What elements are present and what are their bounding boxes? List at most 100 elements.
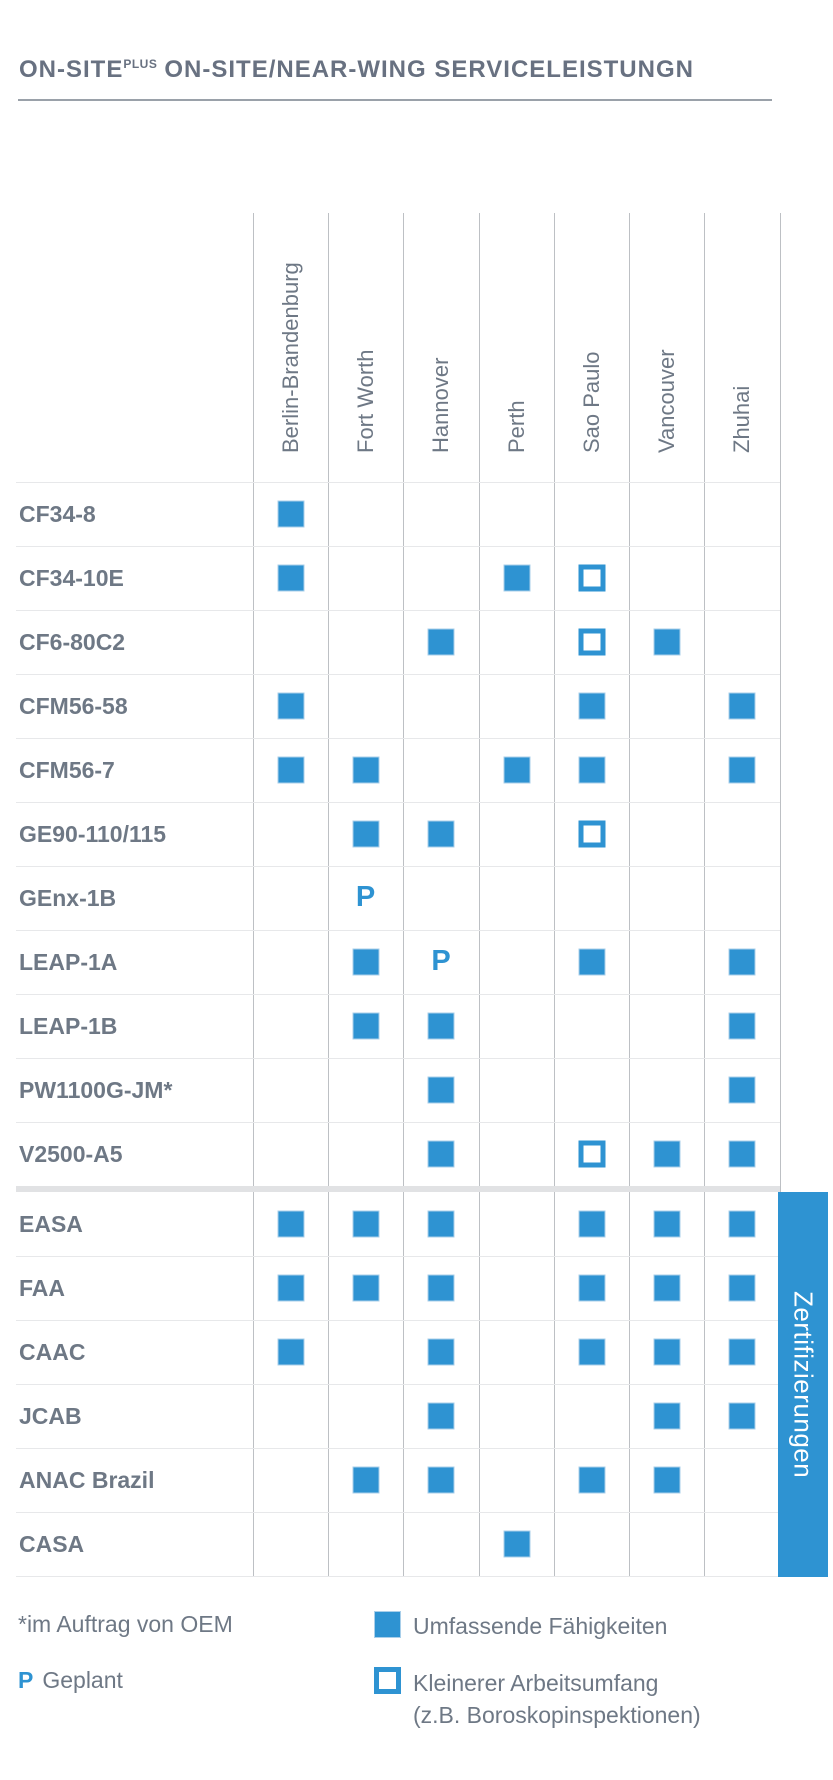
legend-outline-label-line1: Kleinerer Arbeitsumfang (413, 1670, 659, 1696)
cell-mark-filled (653, 1338, 680, 1366)
cell-mark-filled (427, 1210, 455, 1238)
grid-horizontal-line-7 (16, 930, 780, 931)
column-header-2: Hannover (428, 357, 453, 453)
cell-mark-filled (728, 692, 756, 720)
cell-mark-filled (578, 756, 605, 784)
cell-mark-filled (503, 564, 530, 592)
title-underline (18, 99, 772, 101)
cell-mark-filled (427, 1076, 455, 1104)
cell-mark-filled (352, 820, 379, 848)
grid-vertical-line-6 (704, 213, 705, 1577)
cell-mark-filled (503, 1530, 530, 1558)
cell-mark-filled (352, 1466, 379, 1494)
grid-vertical-line-4 (554, 213, 555, 1577)
cell-mark-filled (578, 1338, 605, 1366)
engine-row-label-0: CF34-8 (19, 501, 96, 527)
legend-filled-square-icon (374, 1611, 401, 1638)
cell-mark-planned: P (431, 944, 451, 977)
column-header-4: Sao Paulo (578, 351, 604, 453)
certification-row-label-0: EASA (19, 1211, 83, 1237)
grid-horizontal-line-6 (16, 866, 780, 867)
engine-row-label-2: CF6-80C2 (19, 629, 126, 655)
cell-mark-filled (728, 1274, 756, 1302)
engine-row-label-5: GE90-110/115 (19, 821, 167, 847)
certification-row-label-2: CAAC (19, 1339, 86, 1365)
cell-mark-filled (728, 1338, 756, 1366)
cell-mark-filled (728, 756, 756, 784)
cell-mark-filled (427, 1402, 455, 1430)
cell-mark-filled (653, 1140, 680, 1168)
cell-mark-filled (352, 1012, 379, 1040)
engine-row-label-7: LEAP-1A (19, 949, 118, 975)
engine-row-label-9: PW1100G-JM* (19, 1077, 173, 1103)
cell-mark-filled (728, 1076, 756, 1104)
legend-filled-label: Umfassende Fähigkeiten (413, 1613, 668, 1639)
legend-outline-square-icon (374, 1667, 401, 1694)
cell-mark-filled (427, 1274, 455, 1302)
grid-vertical-line-7 (780, 213, 781, 1577)
grid-horizontal-line-5 (16, 802, 780, 803)
grid-horizontal-line-2 (16, 610, 780, 611)
cell-mark-filled (653, 1466, 680, 1494)
cell-mark-filled (728, 948, 756, 976)
grid-horizontal-line-10 (16, 1122, 780, 1123)
cell-mark-filled (277, 1210, 304, 1238)
column-header-3: Perth (503, 400, 529, 453)
cell-mark-filled (427, 1012, 455, 1040)
cell-mark-filled (352, 756, 379, 784)
engine-row-label-8: LEAP-1B (19, 1013, 118, 1039)
grid-horizontal-line-15 (16, 1512, 780, 1513)
legend-planned: P Geplant (18, 1667, 123, 1694)
certification-row-label-5: CASA (19, 1531, 85, 1557)
cell-mark-filled (427, 1466, 455, 1494)
title-part2: ON-SITE/NEAR-WING SERVICELEISTUNGN (164, 56, 694, 83)
grid-horizontal-line-1 (16, 546, 780, 547)
cell-mark-outline (578, 564, 605, 592)
cell-mark-filled (653, 1402, 680, 1430)
section-separator (16, 1186, 780, 1192)
grid-vertical-line-3 (479, 213, 480, 1577)
grid-horizontal-line-11 (16, 1256, 780, 1257)
certification-row-label-1: FAA (19, 1275, 65, 1301)
cell-mark-filled (277, 564, 304, 592)
legend-planned-symbol: P (18, 1667, 34, 1693)
cell-mark-filled (578, 1210, 605, 1238)
cell-mark-filled (728, 1210, 756, 1238)
grid-vertical-line-2 (403, 213, 404, 1577)
grid-horizontal-line-0 (16, 482, 780, 483)
cell-mark-filled (427, 820, 455, 848)
column-header-1: Fort Worth (352, 349, 378, 453)
cell-mark-filled (427, 1140, 455, 1168)
page-title: ON-SITEPLUS ON-SITE/NEAR-WING SERVICELEIS… (19, 56, 694, 84)
certifications-banner: Zertifizierungen (778, 1192, 828, 1577)
cell-mark-filled (503, 756, 530, 784)
cell-mark-filled (427, 628, 455, 656)
grid-horizontal-line-8 (16, 994, 780, 995)
cell-mark-filled (277, 756, 304, 784)
grid-horizontal-line-16 (16, 1576, 780, 1577)
column-header-0: Berlin-Brandenburg (277, 262, 303, 453)
cell-mark-outline (578, 1140, 605, 1168)
certification-row-label-4: ANAC Brazil (19, 1467, 155, 1493)
legend-outline-label-line2: (z.B. Boroskopinspektionen) (413, 1702, 701, 1728)
cell-mark-filled (653, 1210, 680, 1238)
cell-mark-outline (578, 820, 605, 848)
cell-mark-filled (352, 1210, 379, 1238)
grid-horizontal-line-3 (16, 674, 780, 675)
cell-mark-filled (578, 1466, 605, 1494)
cell-mark-filled (728, 1012, 756, 1040)
cell-mark-filled (578, 1274, 605, 1302)
grid-horizontal-line-12 (16, 1320, 780, 1321)
cell-mark-filled (728, 1140, 756, 1168)
column-header-5: Vancouver (653, 349, 679, 453)
cell-mark-filled (277, 1338, 304, 1366)
cell-mark-filled (277, 500, 304, 528)
title-part1: ON-SITE (19, 56, 124, 83)
cell-mark-filled (728, 1402, 756, 1430)
grid-vertical-line-5 (629, 213, 630, 1577)
grid-horizontal-line-13 (16, 1384, 780, 1385)
column-header-6: Zhuhai (729, 385, 754, 453)
cell-mark-filled (578, 948, 605, 976)
legend-planned-label: Geplant (42, 1667, 123, 1693)
